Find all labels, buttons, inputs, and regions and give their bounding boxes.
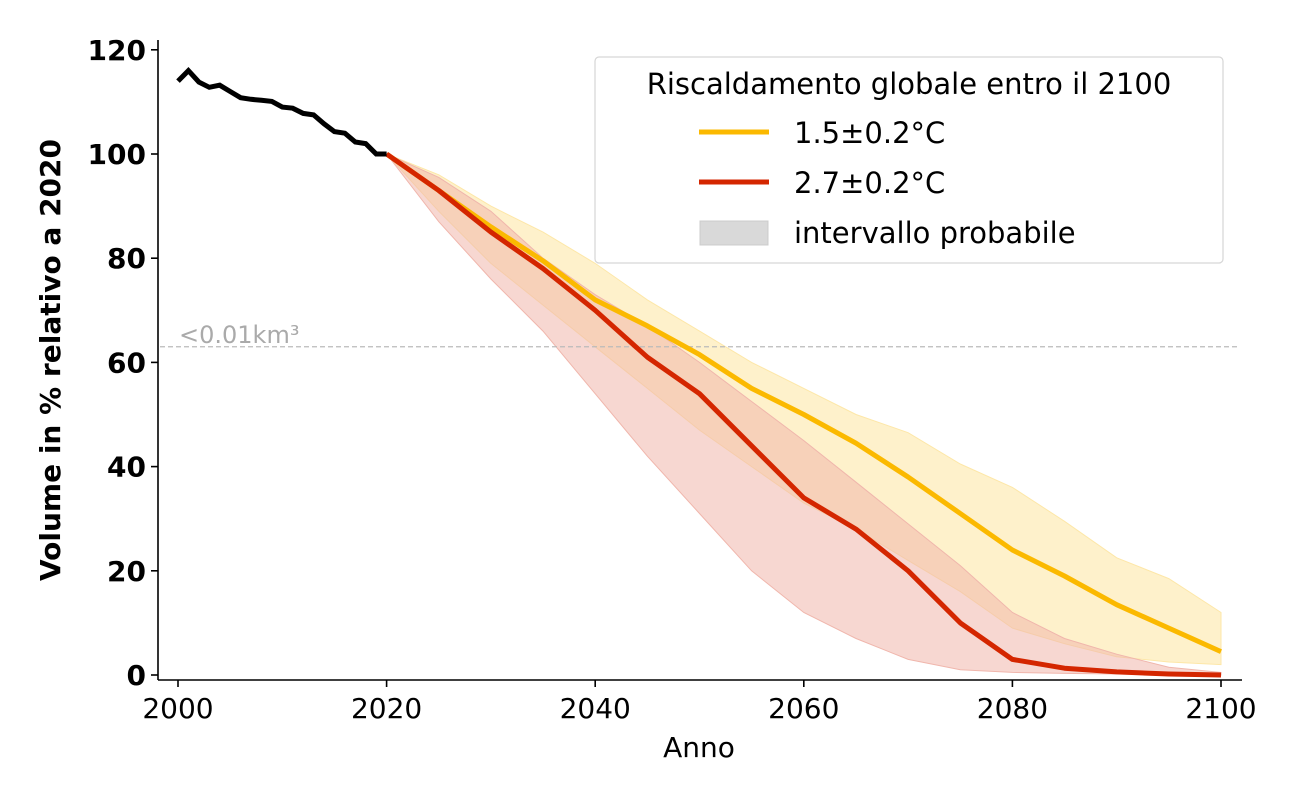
x-tick-label: 2080 (977, 692, 1048, 725)
line-historical (176, 66, 387, 157)
x-tick-label: 2060 (768, 692, 839, 725)
line-2-7c (385, 151, 1222, 678)
lines-layer (176, 66, 1223, 678)
x-tick-label: 2020 (351, 692, 422, 725)
legend-label-2-7c: 2.7±0.2°C (794, 166, 945, 200)
y-tick-label: 60 (107, 346, 146, 379)
line-1-5c (385, 151, 1223, 654)
x-tick-label: 2040 (560, 692, 631, 725)
y-tick-label: 0 (127, 659, 146, 692)
reference-line-label: <0.01km³ (179, 321, 299, 349)
y-tick-label: 20 (107, 555, 146, 588)
x-ticks: 2000 2020 2040 2060 2080 2100 (142, 680, 1257, 725)
y-tick-label: 40 (107, 451, 146, 484)
legend: Riscaldamento globale entro il 2100 1.5±… (594, 56, 1224, 264)
y-axis-title: Volume in % relativo a 2020 (34, 139, 67, 581)
legend-title: Riscaldamento globale entro il 2100 (647, 67, 1172, 101)
legend-label-range: intervallo probabile (794, 216, 1076, 250)
legend-label-1-5c: 1.5±0.2°C (794, 116, 945, 150)
x-tick-label: 2000 (142, 692, 213, 725)
legend-frame (594, 56, 1224, 264)
y-ticks: 0 20 40 60 80 100 120 (88, 34, 158, 692)
x-axis-title: Anno (663, 731, 735, 764)
y-tick-label: 80 (107, 242, 146, 275)
x-tick-label: 2100 (1185, 692, 1256, 725)
y-tick-label: 100 (88, 138, 146, 171)
y-tick-label: 120 (88, 34, 146, 67)
legend-swatch-range (699, 220, 769, 246)
